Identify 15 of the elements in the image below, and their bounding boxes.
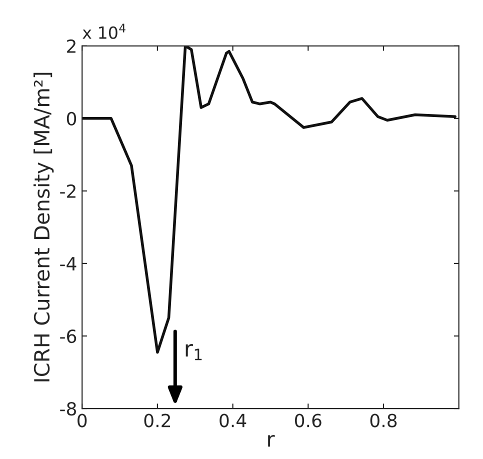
- y-tick-label: 2: [67, 39, 76, 53]
- y-tick-label: -6: [60, 329, 76, 344]
- y-tick-label: -8: [60, 402, 76, 416]
- y-tick-label: 0: [66, 112, 76, 126]
- text: x 10$^{4}$: [82, 24, 126, 39]
- x-tick-label: 0.8: [370, 414, 397, 428]
- x-tick-label: 0.6: [294, 414, 322, 428]
- x-tick-label: 0.4: [220, 414, 246, 428]
- y-axis-title: ICRH Current Density [MA/m²]: [34, 72, 54, 382]
- x-tick-label: 0: [78, 414, 87, 428]
- y-tick-label: -2: [60, 184, 76, 198]
- annotation: r$_{1}$: [186, 344, 202, 360]
- x-tick-label: 0.2: [144, 414, 170, 428]
- x-axis-title: r: [268, 435, 275, 447]
- y-tick-label: -4: [60, 257, 76, 270]
